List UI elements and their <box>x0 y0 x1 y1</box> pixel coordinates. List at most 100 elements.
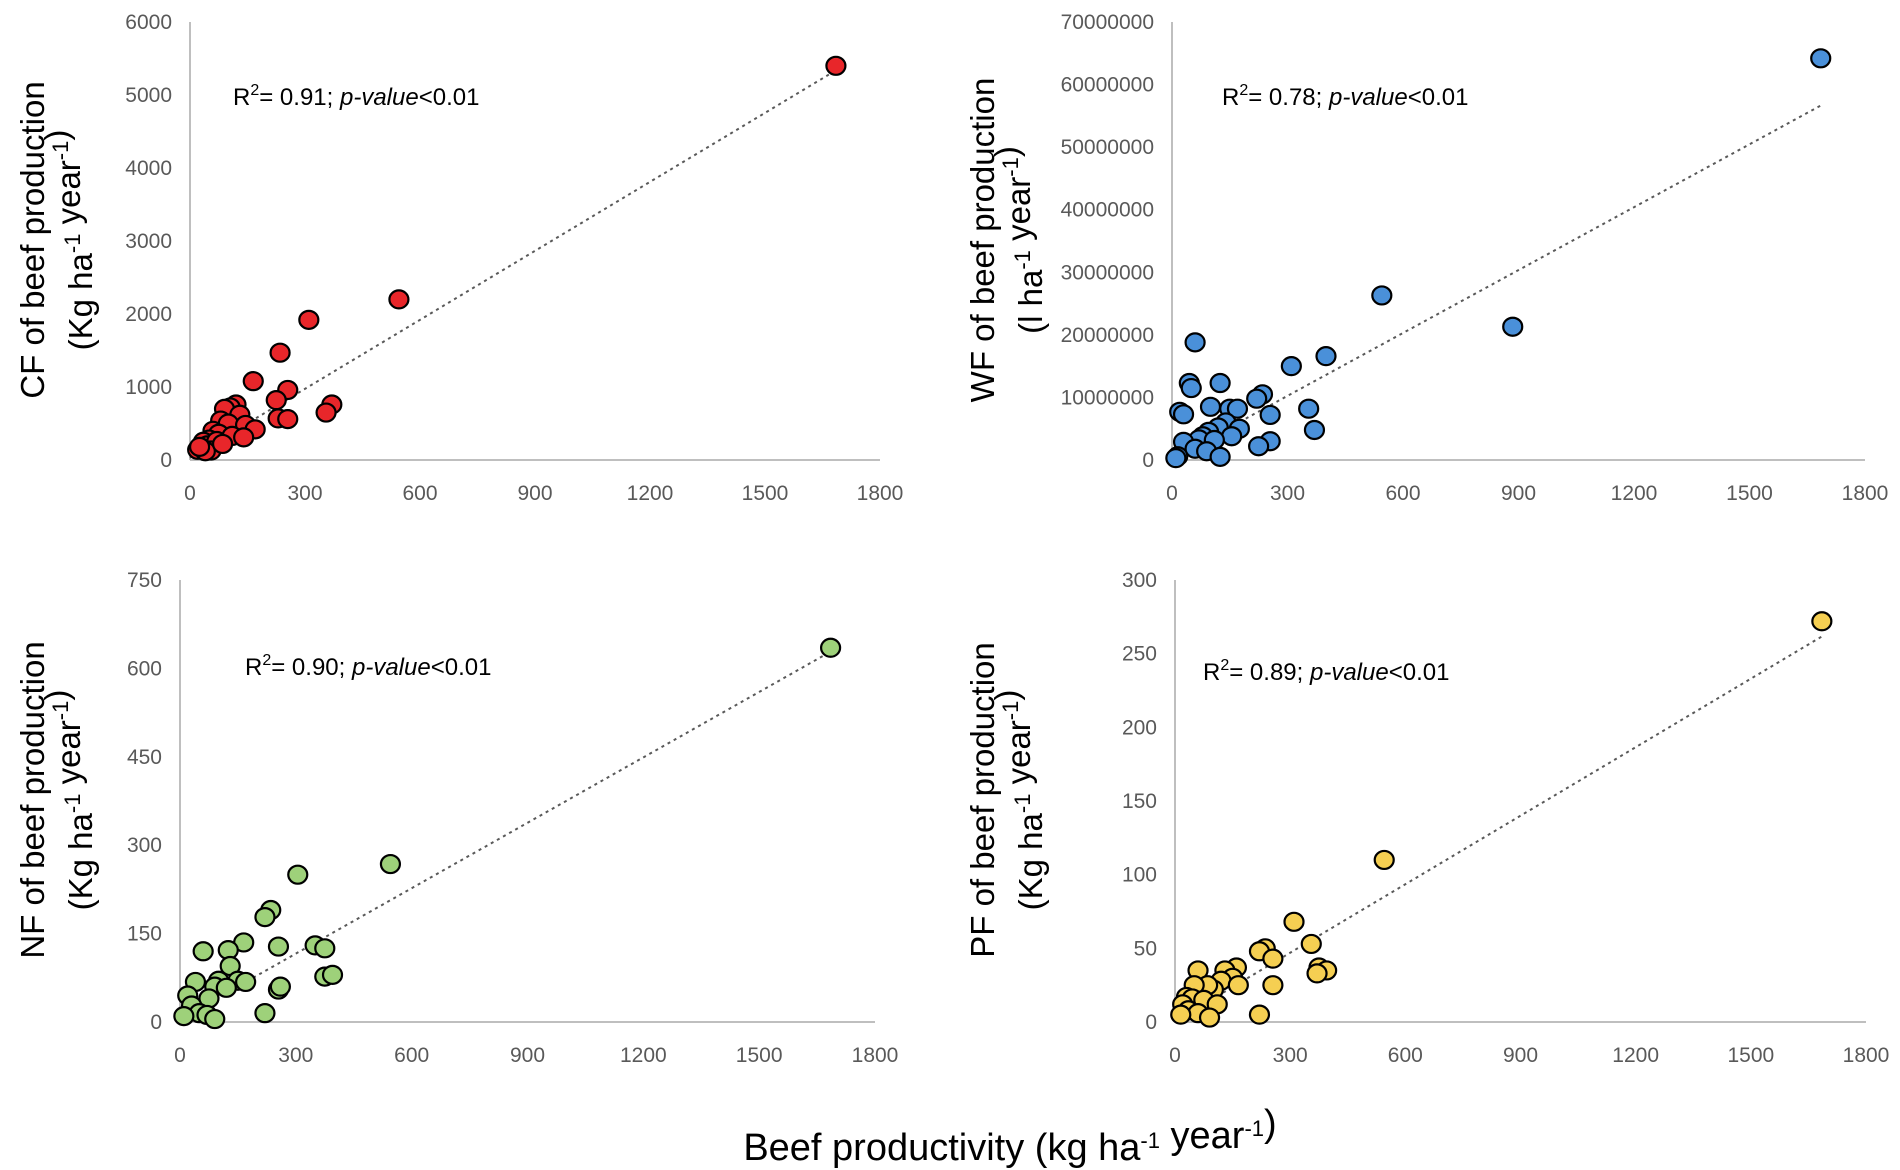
y-tick-label: 50 <box>1134 937 1157 960</box>
data-point <box>1165 448 1187 469</box>
data-point <box>265 390 287 411</box>
data-point <box>321 964 344 985</box>
y-tick-label: 300 <box>127 834 162 857</box>
y-axis-units-pf: (Kg ha-1 year-1) <box>988 690 1049 911</box>
data-point <box>1502 316 1524 337</box>
data-point <box>242 371 264 392</box>
x-tick-label: 300 <box>1270 482 1305 505</box>
y-tick-label: 150 <box>1122 790 1157 813</box>
data-point <box>388 289 410 310</box>
y-axis-label-nf: NF of beef production <box>14 641 51 958</box>
data-point <box>314 938 336 959</box>
y-tick-label: 60000000 <box>1061 74 1154 97</box>
y-tick-label: 2000 <box>125 303 172 326</box>
x-tick-label: 0 <box>174 1044 186 1067</box>
data-point <box>1227 975 1249 996</box>
x-tick-label: 0 <box>1166 482 1178 505</box>
y-tick-label: 250 <box>1122 643 1157 666</box>
x-tick-label: 1500 <box>742 482 789 505</box>
data-point <box>1373 849 1395 871</box>
data-point <box>1248 436 1270 457</box>
x-tick-label: 1200 <box>627 482 674 505</box>
y-tick-label: 4000 <box>125 157 172 180</box>
x-tick-label: 300 <box>287 482 322 505</box>
data-point <box>1209 446 1231 467</box>
data-point <box>379 853 402 875</box>
data-point <box>1248 1004 1271 1025</box>
data-point <box>1199 396 1222 417</box>
data-point <box>192 941 214 962</box>
x-tick-label: 1800 <box>1842 482 1889 505</box>
x-tick-label: 1200 <box>1612 1044 1659 1067</box>
x-tick-label: 1200 <box>620 1044 667 1067</box>
data-point <box>1371 285 1393 306</box>
data-point <box>1198 1007 1221 1028</box>
x-tick-label: 0 <box>184 482 196 505</box>
data-point <box>1221 426 1243 447</box>
data-point <box>1184 332 1206 353</box>
y-axis-label-pf: PF of beef production <box>964 642 1001 958</box>
data-point <box>1170 1004 1192 1025</box>
data-point <box>1262 975 1284 996</box>
data-point <box>235 971 257 993</box>
data-point <box>267 936 290 957</box>
data-point <box>1810 48 1832 69</box>
x-tick-label: 900 <box>1501 482 1536 505</box>
y-tick-label: 6000 <box>125 11 172 34</box>
shared-x-axis-label: Beef productivity (kg ha-1 year-1) <box>743 1103 1276 1169</box>
r2-annotation-cf: R2= 0.91; p-value<0.01 <box>233 82 479 111</box>
x-tick-label: 0 <box>1169 1044 1181 1067</box>
data-point <box>825 55 847 76</box>
x-tick-label: 1800 <box>852 1044 899 1067</box>
x-tick-label: 1500 <box>736 1044 783 1067</box>
y-axis-label-cf: CF of beef production <box>14 81 51 398</box>
data-point <box>173 1006 195 1027</box>
chart-wf: 0 10000000 20000000 30000000 40000000 5000000… <box>964 11 1888 505</box>
data-point <box>269 976 291 997</box>
trendline-nf <box>179 650 832 1020</box>
x-tick-label: 900 <box>510 1044 545 1067</box>
y-tick-label: 40000000 <box>1061 199 1154 222</box>
data-point <box>277 409 299 430</box>
x-tick-label: 900 <box>1503 1044 1538 1067</box>
data-point <box>1811 611 1833 632</box>
x-tick-label: 900 <box>517 482 552 505</box>
data-point <box>215 977 237 998</box>
chart-pf: 0 50 100 150 200 250 300 0 300 600 900 1200 1500 1800… <box>964 569 1889 1067</box>
y-tick-label: 1000 <box>125 376 172 399</box>
x-tick-label: 600 <box>1385 482 1420 505</box>
data-point <box>1283 911 1305 932</box>
x-tick-label: 1500 <box>1727 1044 1774 1067</box>
data-point <box>254 906 276 928</box>
data-point <box>254 1003 276 1024</box>
data-point <box>211 433 234 455</box>
data-point <box>315 402 337 423</box>
y-tick-label: 50000000 <box>1061 136 1154 159</box>
data-point <box>1209 372 1231 394</box>
data-point <box>1246 388 1268 409</box>
r2-annotation-wf: R2= 0.78; p-value<0.01 <box>1222 82 1468 111</box>
x-tick-label: 1800 <box>1843 1044 1890 1067</box>
x-tick-label: 600 <box>402 482 437 505</box>
data-point <box>1300 933 1322 955</box>
data-point <box>1226 398 1249 419</box>
data-point <box>1259 404 1281 426</box>
y-tick-label: 600 <box>127 657 162 680</box>
chart-nf: 0 150 300 450 600 750 0 300 600 900 1200 1500 1800 NF… <box>14 569 898 1067</box>
y-tick-label: 0 <box>1145 1011 1157 1034</box>
data-point <box>1298 398 1320 419</box>
chart-cf: 0 1000 2000 3000 4000 5000 6000 0 300 600 900 1200 1… <box>14 11 903 505</box>
y-tick-label: 0 <box>1142 449 1154 472</box>
x-tick-label: 300 <box>278 1044 313 1067</box>
r2-annotation-pf: R2= 0.89; p-value<0.01 <box>1203 657 1449 686</box>
x-tick-label: 600 <box>394 1044 429 1067</box>
x-tick-label: 1500 <box>1726 482 1773 505</box>
data-point <box>298 309 320 330</box>
data-point <box>819 637 842 658</box>
y-tick-label: 100 <box>1122 864 1157 887</box>
y-tick-label: 5000 <box>125 84 172 107</box>
y-tick-label: 750 <box>127 569 162 592</box>
data-point <box>1303 419 1326 441</box>
data-point <box>287 864 309 885</box>
